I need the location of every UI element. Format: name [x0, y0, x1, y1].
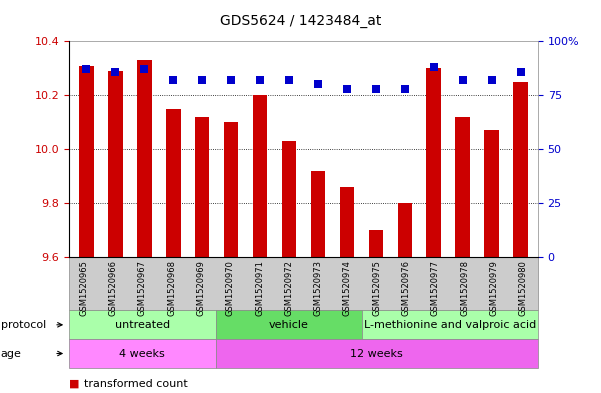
Text: vehicle: vehicle — [269, 320, 309, 330]
Bar — [79, 66, 94, 257]
Text: age: age — [1, 349, 22, 358]
Text: ■: ■ — [69, 378, 79, 389]
Bar — [137, 60, 151, 257]
Text: 12 weeks: 12 weeks — [350, 349, 403, 358]
Point — [197, 77, 207, 83]
Bar — [195, 117, 210, 257]
Point — [429, 64, 439, 70]
Point — [487, 77, 496, 83]
Bar — [108, 71, 123, 257]
Point — [313, 81, 323, 88]
Text: untreated: untreated — [115, 320, 170, 330]
Bar — [340, 187, 354, 257]
Text: GSM1520965: GSM1520965 — [79, 260, 88, 316]
Bar — [311, 171, 325, 257]
Point — [458, 77, 468, 83]
Bar — [456, 117, 470, 257]
Bar — [397, 203, 412, 257]
Text: transformed count: transformed count — [84, 378, 188, 389]
Bar — [166, 109, 180, 257]
Text: GSM1520966: GSM1520966 — [109, 260, 118, 316]
Text: GSM1520978: GSM1520978 — [460, 260, 469, 316]
Point — [284, 77, 294, 83]
Bar — [484, 130, 499, 257]
Text: GSM1520974: GSM1520974 — [343, 260, 352, 316]
Text: GSM1520970: GSM1520970 — [226, 260, 235, 316]
Bar — [513, 82, 528, 257]
Bar — [368, 230, 383, 257]
Bar — [253, 95, 267, 257]
Bar — [224, 122, 239, 257]
Text: GSM1520973: GSM1520973 — [314, 260, 323, 316]
Text: GSM1520967: GSM1520967 — [138, 260, 147, 316]
Text: GSM1520977: GSM1520977 — [431, 260, 440, 316]
Text: L-methionine and valproic acid: L-methionine and valproic acid — [364, 320, 536, 330]
Text: GSM1520976: GSM1520976 — [401, 260, 410, 316]
Text: 4 weeks: 4 weeks — [120, 349, 165, 358]
Text: GSM1520980: GSM1520980 — [519, 260, 528, 316]
Text: GSM1520975: GSM1520975 — [372, 260, 381, 316]
Point — [111, 68, 120, 75]
Bar — [282, 141, 296, 257]
Bar — [427, 68, 441, 257]
Point — [139, 66, 149, 73]
Text: protocol: protocol — [1, 320, 46, 330]
Point — [227, 77, 236, 83]
Text: GSM1520971: GSM1520971 — [255, 260, 264, 316]
Point — [168, 77, 178, 83]
Point — [255, 77, 265, 83]
Point — [82, 66, 91, 73]
Text: GDS5624 / 1423484_at: GDS5624 / 1423484_at — [220, 14, 381, 28]
Text: GSM1520969: GSM1520969 — [197, 260, 206, 316]
Text: GSM1520979: GSM1520979 — [489, 260, 498, 316]
Text: GSM1520968: GSM1520968 — [167, 260, 176, 316]
Point — [342, 86, 352, 92]
Text: GSM1520972: GSM1520972 — [284, 260, 293, 316]
Point — [400, 86, 410, 92]
Point — [516, 68, 525, 75]
Point — [371, 86, 380, 92]
